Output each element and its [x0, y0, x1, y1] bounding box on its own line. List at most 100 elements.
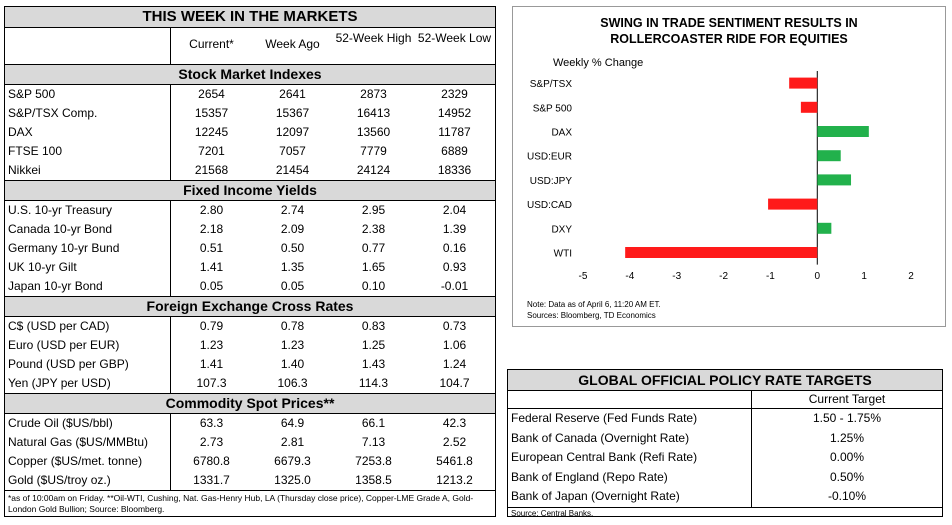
- row-value: 15357: [194, 106, 229, 120]
- bar: [817, 150, 841, 162]
- row-value: 1.65: [361, 260, 386, 274]
- table-row: Natural Gas ($US/MMBtu) 2.73 2.81 7.13 2.52: [5, 433, 495, 452]
- row-value: 1.39: [442, 222, 467, 236]
- col-52w-high: 52-Week High: [335, 31, 412, 45]
- row-value: 0.79: [199, 319, 224, 333]
- bar: [817, 174, 852, 186]
- markets-body: Stock Market Indexes S&P 500 2654 2641 2873 2…: [5, 64, 495, 490]
- row-label: Crude Oil ($US/bbl): [5, 414, 171, 433]
- row-value: 5461.8: [436, 454, 473, 468]
- row-label: Natural Gas ($US/MMBtu): [5, 433, 171, 452]
- row-value: 66.1: [361, 416, 386, 430]
- row-label: FTSE 100: [5, 142, 171, 161]
- section-header: Fixed Income Yields: [5, 180, 495, 201]
- row-value: 0.16: [442, 241, 467, 255]
- markets-title: THIS WEEK IN THE MARKETS: [5, 7, 495, 28]
- row-value: 1.40: [280, 357, 305, 371]
- row-label: Gold ($US/troy oz.): [5, 471, 171, 490]
- table-row: C$ (USD per CAD) 0.79 0.78 0.83 0.73: [5, 317, 495, 336]
- row-value: 7201: [198, 144, 225, 158]
- bar: [625, 247, 818, 258]
- row-value: 2.95: [361, 203, 386, 217]
- row-value: 2.73: [199, 435, 224, 449]
- bar: [768, 198, 818, 210]
- row-label: C$ (USD per CAD): [5, 317, 171, 336]
- row-value: 16413: [356, 106, 391, 120]
- row-value: 1.43: [361, 357, 386, 371]
- row-label: U.S. 10-yr Treasury: [5, 201, 171, 220]
- row-value: 106.3: [277, 376, 308, 390]
- row-label: Nikkei: [5, 161, 171, 180]
- table-row: U.S. 10-yr Treasury 2.80 2.74 2.95 2.04: [5, 201, 495, 220]
- policy-row: Bank of Canada (Overnight Rate) 1.25%: [508, 428, 942, 448]
- policy-row: Federal Reserve (Fed Funds Rate) 1.50 - 1…: [508, 409, 942, 429]
- row-value: 1213.2: [436, 473, 473, 487]
- row-label: Euro (USD per EUR): [5, 336, 171, 355]
- bar: [817, 222, 832, 234]
- x-tick-label: -1: [766, 271, 775, 282]
- x-tick-label: -3: [672, 271, 681, 282]
- category-label: USD:EUR: [527, 152, 572, 163]
- table-row: Canada 10-yr Bond 2.18 2.09 2.38 1.39: [5, 220, 495, 239]
- table-row: Crude Oil ($US/bbl) 63.3 64.9 66.1 42.3: [5, 414, 495, 433]
- row-value: 0.83: [361, 319, 386, 333]
- row-value: 2641: [279, 87, 306, 101]
- table-row: Yen (JPY per USD) 107.3 106.3 114.3 104.7: [5, 374, 495, 393]
- row-value: 0.93: [442, 260, 467, 274]
- section-header: Stock Market Indexes: [5, 64, 495, 85]
- row-label: Germany 10-yr Bund: [5, 239, 171, 258]
- row-value: 0.77: [361, 241, 386, 255]
- section-header: Foreign Exchange Cross Rates: [5, 296, 495, 317]
- policy-bank: Bank of Japan (Overnight Rate): [508, 487, 752, 507]
- chart-svg: SWING IN TRADE SENTIMENT RESULTS IN ROLL…: [527, 16, 914, 320]
- category-label: S&P/TSX: [530, 79, 573, 90]
- markets-table: THIS WEEK IN THE MARKETS Current* Week A…: [4, 6, 496, 517]
- col-current: Current*: [189, 37, 234, 51]
- row-value: 2.74: [280, 203, 305, 217]
- table-row: Nikkei 21568 21454 24124 18336: [5, 161, 495, 180]
- row-value: 104.7: [439, 376, 470, 390]
- chart-subtitle: Weekly % Change: [553, 57, 643, 69]
- row-value: 12245: [194, 125, 229, 139]
- row-label: Pound (USD per GBP): [5, 355, 171, 374]
- row-value: 1.41: [199, 357, 224, 371]
- row-value: 1.24: [442, 357, 467, 371]
- row-value: 0.73: [442, 319, 467, 333]
- row-value: 2.09: [280, 222, 305, 236]
- x-tick-label: 2: [908, 271, 914, 282]
- category-label: WTI: [554, 249, 572, 260]
- row-value: 0.10: [361, 279, 386, 293]
- row-value: 0.50: [280, 241, 305, 255]
- trade-sentiment-chart: SWING IN TRADE SENTIMENT RESULTS IN ROLL…: [512, 6, 946, 327]
- row-value: 2.04: [442, 203, 467, 217]
- policy-rate-table: GLOBAL OFFICIAL POLICY RATE TARGETS Curr…: [507, 369, 943, 518]
- policy-bank: Bank of Canada (Overnight Rate): [508, 428, 752, 448]
- chart-title-line1: SWING IN TRADE SENTIMENT RESULTS IN: [600, 16, 857, 30]
- x-tick-label: 0: [815, 271, 821, 282]
- row-value: 21568: [194, 163, 229, 177]
- row-value: 0.05: [199, 279, 224, 293]
- row-label: UK 10-yr Gilt: [5, 258, 171, 277]
- table-row: Euro (USD per EUR) 1.23 1.23 1.25 1.06: [5, 336, 495, 355]
- row-value: 1331.7: [193, 473, 230, 487]
- policy-bank: European Central Bank (Refi Rate): [508, 448, 752, 468]
- policy-rate: 0.00%: [829, 450, 865, 464]
- section-header: Commodity Spot Prices**: [5, 393, 495, 414]
- category-label: DXY: [551, 224, 572, 235]
- x-tick-label: 1: [861, 271, 867, 282]
- row-label: Japan 10-yr Bond: [5, 277, 171, 296]
- chart-note: Note: Data as of April 6, 11:20 AM ET.: [527, 300, 661, 309]
- row-value: 2.52: [442, 435, 467, 449]
- row-value: 0.51: [199, 241, 224, 255]
- row-value: 14952: [437, 106, 472, 120]
- markets-header-row: Current* Week Ago 52-Week High 52-Week L…: [5, 28, 495, 64]
- row-label: Yen (JPY per USD): [5, 374, 171, 393]
- policy-bank: Bank of England (Repo Rate): [508, 467, 752, 487]
- bar: [789, 77, 818, 89]
- policy-header: Current Target: [508, 391, 942, 409]
- policy-rate: 1.25%: [829, 430, 865, 445]
- policy-rate: 1.50 - 1.75%: [812, 411, 882, 425]
- table-row: Copper ($US/met. tonne) 6780.8 6679.3 7253.…: [5, 452, 495, 471]
- table-row: Pound (USD per GBP) 1.41 1.40 1.43 1.24: [5, 355, 495, 374]
- row-value: 11787: [438, 125, 471, 139]
